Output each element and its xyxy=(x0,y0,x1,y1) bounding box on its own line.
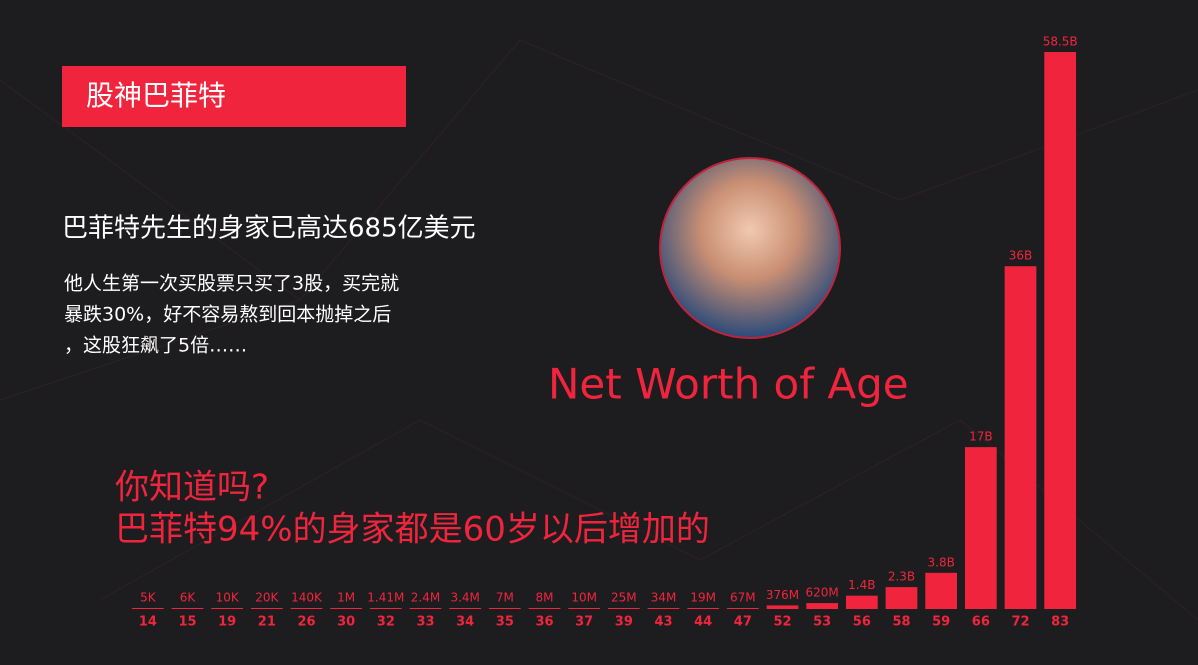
x-tick-label: 44 xyxy=(694,615,712,630)
x-tick-label: 43 xyxy=(654,615,672,630)
x-tick-label: 36 xyxy=(535,615,553,630)
headline: 巴菲特先生的身家已高达685亿美元 xyxy=(62,214,476,244)
bar xyxy=(1005,266,1037,609)
bar xyxy=(489,608,521,609)
value-label: 10K xyxy=(216,591,240,605)
bar xyxy=(886,587,918,609)
bar xyxy=(172,608,204,609)
bar xyxy=(330,608,362,609)
x-tick-label: 32 xyxy=(377,615,395,630)
portrait xyxy=(660,158,840,338)
value-label: 2.3B xyxy=(888,570,915,584)
paragraph-line: 他人生第一次买股票只买了3股，买完就 xyxy=(64,273,399,295)
bar xyxy=(291,608,323,609)
paragraph-line: 暴跌30%，好不容易熬到回本抛掉之后 xyxy=(64,304,391,326)
bar xyxy=(211,608,243,609)
bar xyxy=(370,608,402,609)
paragraph-line: ，这股狂飙了5倍…… xyxy=(64,335,247,357)
value-label: 17B xyxy=(969,430,993,444)
bar xyxy=(608,608,640,609)
callout-line: 你知道吗? xyxy=(115,468,269,508)
value-label: 3.4M xyxy=(450,591,479,605)
value-label: 5K xyxy=(140,591,157,605)
slide: 股神巴菲特 巴菲特先生的身家已高达685亿美元 他人生第一次买股票只买了3股，买… xyxy=(0,0,1198,665)
x-tick-label: 34 xyxy=(456,615,474,630)
value-label: 67M xyxy=(730,591,756,605)
bar xyxy=(806,603,838,609)
value-label: 376M xyxy=(766,588,799,602)
value-label: 1M xyxy=(337,591,355,605)
x-tick-label: 72 xyxy=(1011,615,1029,630)
x-tick-label: 21 xyxy=(258,615,276,630)
bar xyxy=(925,573,957,609)
x-tick-label: 15 xyxy=(178,615,196,630)
x-tick-label: 26 xyxy=(297,615,315,630)
x-tick-label: 47 xyxy=(734,615,752,630)
x-tick-label: 35 xyxy=(496,615,514,630)
x-tick-label: 14 xyxy=(139,615,157,630)
x-tick-label: 37 xyxy=(575,615,593,630)
bar xyxy=(410,608,442,609)
x-tick-label: 19 xyxy=(218,615,236,630)
bar xyxy=(767,605,799,609)
value-label: 1.4B xyxy=(848,578,875,592)
bar xyxy=(529,608,561,609)
callout-line: 巴菲特94%的身家都是60岁以后增加的 xyxy=(115,510,710,550)
x-tick-label: 66 xyxy=(972,615,990,630)
chart-title: Net Worth of Age xyxy=(548,360,909,409)
value-label: 140K xyxy=(291,591,323,605)
x-tick-label: 59 xyxy=(932,615,950,630)
badge-text: 股神巴菲特 xyxy=(86,79,226,112)
x-tick-label: 83 xyxy=(1051,615,1069,630)
x-tick-label: 30 xyxy=(337,615,355,630)
value-label: 8M xyxy=(536,591,554,605)
value-label: 6K xyxy=(180,591,197,605)
x-tick-label: 53 xyxy=(813,615,831,630)
value-label: 3.8B xyxy=(928,555,955,569)
value-label: 34M xyxy=(651,591,677,605)
value-label: 58.5B xyxy=(1043,35,1078,49)
value-label: 19M xyxy=(690,591,716,605)
value-label: 10M xyxy=(571,591,597,605)
bar xyxy=(846,596,878,609)
bar xyxy=(132,608,164,609)
value-label: 20K xyxy=(255,591,279,605)
value-label: 25M xyxy=(611,591,637,605)
x-tick-label: 58 xyxy=(892,615,910,630)
bar xyxy=(449,608,481,609)
value-label: 36B xyxy=(1009,249,1033,263)
x-tick-label: 39 xyxy=(615,615,633,630)
value-label: 1.41M xyxy=(367,591,404,605)
bar xyxy=(568,608,600,609)
bar xyxy=(1044,52,1076,609)
bar xyxy=(965,447,997,609)
value-label: 7M xyxy=(496,591,514,605)
x-tick-label: 52 xyxy=(773,615,791,630)
x-tick-label: 33 xyxy=(416,615,434,630)
bar xyxy=(687,608,719,609)
value-label: 2.4M xyxy=(411,591,440,605)
value-label: 620M xyxy=(806,586,839,600)
bar xyxy=(648,608,680,609)
bar xyxy=(251,608,283,609)
bar xyxy=(727,608,759,609)
x-tick-label: 56 xyxy=(853,615,871,630)
